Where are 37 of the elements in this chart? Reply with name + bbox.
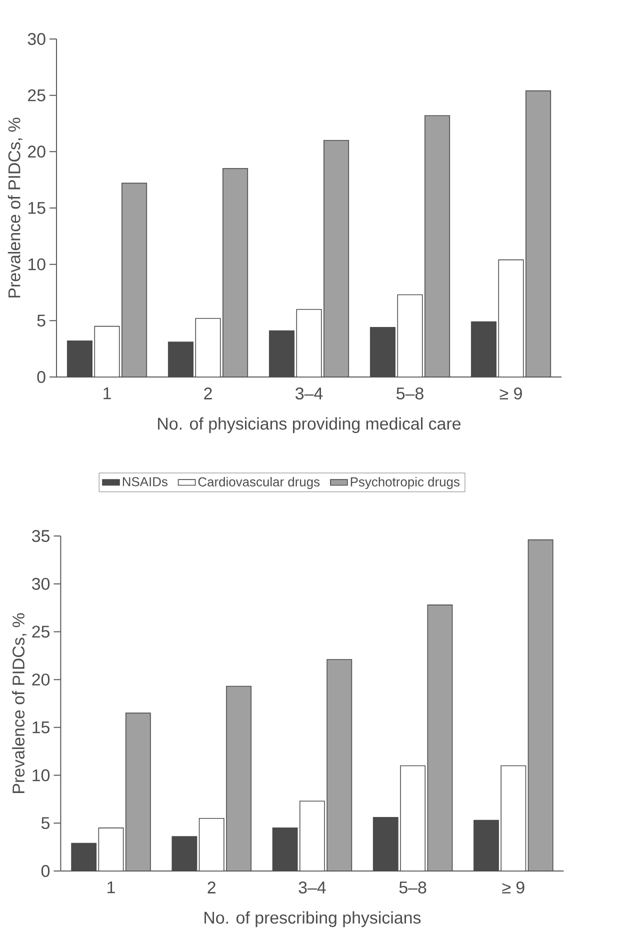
- x-tick-label: 3–4: [296, 387, 323, 400]
- bar: [125, 712, 151, 872]
- x-axis-title: No. of prescribing physicians: [204, 911, 421, 928]
- y-tick-label: 25: [32, 626, 50, 638]
- x-axis-title: No. of physicians providing medical care: [158, 417, 461, 434]
- y-tick-label: 0: [37, 370, 46, 383]
- x-tick-label: ≥ 9: [500, 387, 522, 400]
- x-tick-label: 2: [208, 881, 216, 894]
- y-tick-label: 30: [32, 578, 50, 590]
- y-tick-label: 10: [32, 769, 50, 782]
- legend-label: NSAIDs: [122, 477, 168, 486]
- x-tick-label: ≥ 9: [502, 881, 524, 894]
- legend-label: Psychotropic drugs: [350, 476, 460, 490]
- y-tick-label: 10: [28, 258, 46, 270]
- x-tick-label: 1: [104, 387, 111, 400]
- x-tick-label: 5–8: [396, 387, 424, 400]
- y-tick-label: 5: [37, 314, 46, 327]
- x-tick-label: 1: [108, 881, 115, 894]
- y-tick-label: 5: [41, 817, 50, 830]
- y-tick-label: 30: [28, 32, 46, 45]
- y-tick-label: 35: [32, 530, 50, 542]
- legend-label: Cardiovascular drugs: [198, 476, 320, 490]
- y-tick-label: 15: [32, 722, 50, 734]
- x-tick-label: 3–4: [298, 881, 326, 894]
- bar: [528, 539, 554, 872]
- x-tick-label: 2: [204, 387, 212, 400]
- y-tick-label: 0: [41, 865, 50, 877]
- x-tick-label: 5–8: [399, 881, 426, 894]
- bar: [71, 842, 97, 872]
- y-tick-label: 15: [28, 202, 46, 214]
- y-tick-label: 20: [32, 674, 50, 686]
- y-axis-title: Prevalence of PIDCs, %: [8, 118, 22, 298]
- y-tick-label: 25: [28, 89, 46, 102]
- bar: [98, 828, 124, 872]
- bar: [172, 836, 198, 872]
- y-tick-label: 20: [28, 146, 46, 158]
- y-axis-title: Prevalence of PIDCs, %: [12, 613, 27, 793]
